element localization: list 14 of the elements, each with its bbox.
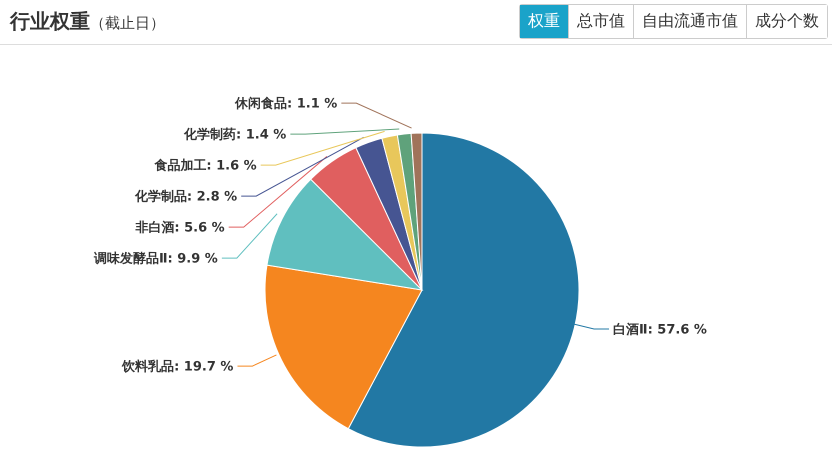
slice-label: 非白酒: 5.6 % bbox=[134, 220, 225, 236]
chart-subtitle: （截止日） bbox=[90, 14, 165, 32]
chart-title: 行业权重 bbox=[10, 9, 90, 33]
slice-label: 调味发酵品Ⅱ: 9.9 % bbox=[92, 252, 218, 267]
slice-label: 白酒Ⅱ: 57.6 % bbox=[613, 322, 707, 338]
slice-label: 化学制药: 1.4 % bbox=[183, 126, 286, 143]
slice-label: 食品加工: 1.6 % bbox=[153, 158, 257, 174]
slice-label: 休闲食品: 1.1 % bbox=[234, 96, 338, 112]
slice-label: 化学制品: 2.8 % bbox=[134, 190, 238, 205]
text: 自由流通市值 bbox=[633, 5, 746, 38]
text: 成分个数 bbox=[746, 5, 827, 38]
slice-label: 饮料乳品: 19.7 % bbox=[121, 358, 234, 375]
text: 权重 bbox=[520, 5, 568, 38]
text: 总市值 bbox=[568, 5, 633, 38]
